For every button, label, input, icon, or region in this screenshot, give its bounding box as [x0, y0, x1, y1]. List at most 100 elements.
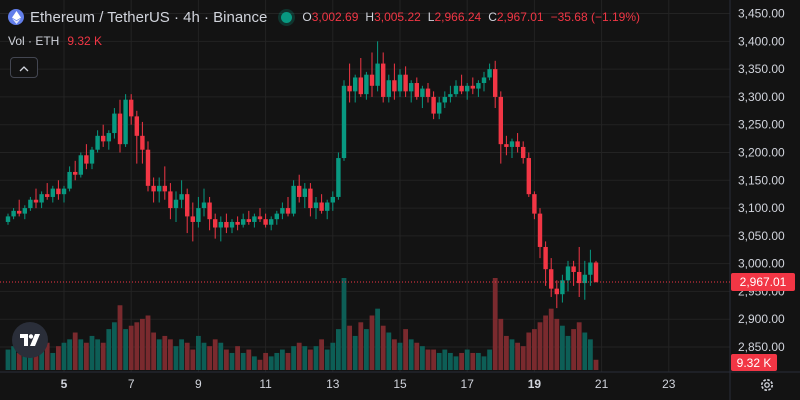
time-axis[interactable]: 5 7 9 11 13 15 17 19 21 23 [61, 377, 676, 391]
candle-body [532, 194, 537, 214]
candle-body [229, 221, 235, 228]
volume-bar [308, 349, 313, 370]
volume-bar [554, 318, 560, 370]
candle-body [162, 185, 167, 192]
volume-bar [33, 346, 39, 370]
candle-body [498, 96, 503, 145]
volume-bar [179, 339, 184, 370]
volume-bar [162, 335, 168, 370]
volume-price-label: 9.32 K [737, 356, 772, 370]
candle-body [543, 246, 548, 270]
time-tick-label: 9 [195, 377, 202, 391]
candle-body [185, 194, 190, 217]
close-label: C [488, 10, 497, 24]
candle-body [420, 88, 425, 97]
candle-body [218, 221, 223, 228]
candle-body [353, 77, 358, 92]
candle-body [476, 83, 481, 89]
chart-legend: Ethereum / TetherUS · 4h · Binance O3,00… [8, 6, 640, 28]
volume-bar [61, 342, 67, 370]
volume-value: 9.32 K [67, 34, 103, 48]
volume-bar [117, 305, 123, 370]
candle-body [201, 202, 207, 209]
candle-body [493, 69, 498, 97]
candle-body [173, 199, 179, 209]
volume-bar [347, 325, 352, 370]
symbol-title[interactable]: Ethereum / TetherUS · 4h · Binance [30, 8, 268, 26]
volume-bars [5, 278, 599, 370]
volume-bar [336, 329, 341, 370]
candle-body [521, 146, 526, 159]
volume-bar [240, 352, 246, 370]
volume-bar [128, 325, 134, 370]
candle-body [11, 210, 16, 217]
volume-bar [476, 352, 481, 370]
time-tick-label: 19 [528, 377, 542, 391]
volume-bar [285, 352, 291, 370]
candle-body [487, 69, 492, 78]
volume-bar [576, 322, 582, 370]
volume-bar [123, 329, 128, 370]
price-tick-label: 3,150.00 [738, 173, 785, 187]
volume-bar [470, 352, 476, 370]
candle-body [241, 219, 246, 225]
volume-bar [11, 346, 16, 370]
volume-bar [252, 356, 257, 370]
candle-body [252, 216, 257, 222]
price-tick-label: 3,350.00 [738, 62, 785, 76]
tradingview-logo-icon[interactable] [12, 322, 48, 358]
collapse-legend-button[interactable] [10, 57, 38, 78]
volume-bar [420, 346, 425, 370]
candle-body [50, 188, 55, 197]
volume-label: Vol · ETH [8, 34, 60, 48]
candle-body [196, 208, 201, 222]
volume-bar [72, 332, 78, 370]
volume-bar [246, 349, 252, 370]
candle-body [465, 85, 470, 92]
volume-bar [352, 335, 358, 370]
candle-body [17, 210, 22, 214]
candle-body [397, 74, 403, 92]
time-tick-label: 13 [326, 377, 340, 391]
candle-body [45, 194, 50, 197]
price-axis[interactable]: 3,450.00 3,400.00 3,350.00 3,300.00 3,250.00… [738, 7, 785, 354]
volume-bar [481, 356, 487, 370]
candle-body [78, 155, 83, 175]
candle-body [431, 96, 436, 114]
candle-body [537, 213, 543, 247]
candle-body [453, 85, 459, 95]
volume-bar [67, 339, 72, 370]
ethereum-logo-icon [8, 9, 24, 25]
volume-bar [39, 349, 44, 370]
candle-body [565, 266, 571, 281]
candle-body [347, 85, 352, 92]
volume-bar [56, 346, 61, 370]
last-price-badge [731, 272, 795, 291]
price-tick-label: 3,450.00 [738, 7, 785, 21]
volume-bar [526, 332, 532, 370]
price-tick-label: 3,300.00 [738, 90, 785, 104]
candle-body [280, 208, 285, 214]
candle-body [325, 202, 330, 211]
time-tick-label: 11 [259, 377, 272, 391]
candle-body [134, 116, 139, 136]
candle-body [448, 94, 453, 97]
candle-body [414, 83, 419, 97]
candle-body [425, 88, 431, 97]
volume-bar [168, 339, 173, 370]
volume-bar [504, 335, 509, 370]
close-value: 2,967.01 [496, 10, 544, 24]
volume-bar [520, 346, 526, 370]
volume-bar [548, 308, 554, 370]
gear-icon[interactable] [758, 376, 776, 394]
high-label: H [365, 10, 375, 24]
volume-bar [291, 346, 296, 370]
volume-bar [386, 332, 392, 370]
volume-bar [28, 352, 33, 370]
candle-body [213, 219, 218, 228]
candle-body [5, 216, 11, 222]
volume-bar [442, 349, 448, 370]
candle-body [403, 74, 408, 92]
volume-bar [296, 342, 302, 370]
